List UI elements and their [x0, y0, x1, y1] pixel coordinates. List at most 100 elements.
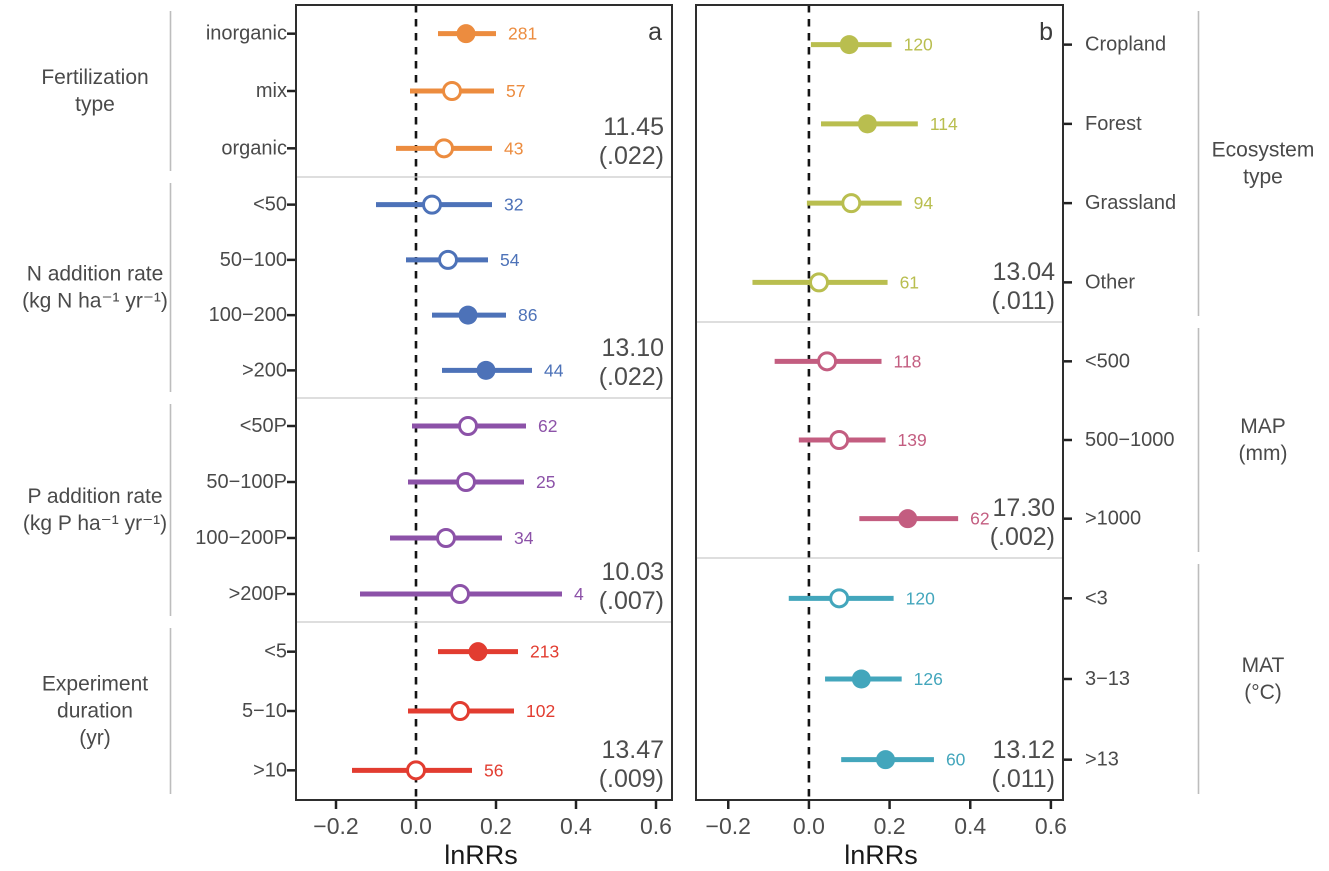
sample-size-label: 102 — [526, 701, 555, 721]
mean-point-filled — [468, 642, 488, 662]
group-label: MAP — [1240, 415, 1286, 438]
mean-point-open — [422, 194, 442, 215]
forest-row: 118 <500 — [774, 350, 1130, 372]
row-category-label: >1000 — [1085, 508, 1141, 530]
mean-point-open — [456, 472, 476, 492]
forest-row: 60 >13 — [841, 749, 1119, 771]
heterogeneity-stat-pvalue: (.011) — [992, 287, 1055, 315]
moderator-section: 120 Cropland 114 Forest 94 Grassland 61 Other Ec… — [752, 11, 1314, 316]
moderator-section: 118 <500 139 500−1000 62 >1000 MAP (mm) 17.30(.0… — [774, 328, 1287, 552]
x-axis-title: lnRRs — [444, 840, 518, 870]
heterogeneity-stat-value: 17.30 — [992, 494, 1055, 522]
heterogeneity-stat-value: 13.10 — [601, 334, 664, 362]
sample-size-label: 62 — [538, 416, 557, 436]
group-label: P addition rate — [27, 485, 162, 508]
x-tick-label: 0.4 — [560, 813, 592, 839]
heterogeneity-stat-value: 13.04 — [992, 258, 1055, 286]
moderator-section: 120 <3 126 3−13 60 >13 MAT (°C) 13.12(.011) — [788, 564, 1285, 794]
forest-row: 281 inorganic — [206, 23, 537, 45]
sample-size-label: 61 — [900, 272, 919, 292]
row-category-label: 500−1000 — [1085, 429, 1175, 451]
mean-point-open — [406, 760, 426, 781]
sample-size-label: 120 — [906, 588, 935, 608]
forest-row: 139 500−1000 — [798, 429, 1175, 451]
group-label: Fertilization — [41, 66, 148, 89]
mean-point-open — [434, 138, 454, 159]
forest-row: 25 50−100P — [206, 471, 555, 493]
x-tick-label: 0.6 — [640, 813, 672, 839]
sample-size-label: 126 — [914, 669, 943, 689]
sample-size-label: 120 — [904, 35, 933, 55]
heterogeneity-stat-pvalue: (.007) — [599, 587, 664, 615]
row-category-label: <50 — [253, 194, 287, 216]
x-tick-label: 0.0 — [400, 813, 432, 839]
forest-row: 34 100−200P — [195, 527, 533, 549]
group-label: N addition rate — [27, 263, 164, 286]
row-category-label: 3−13 — [1085, 668, 1130, 690]
sample-size-label: 118 — [894, 351, 922, 371]
forest-row: 213 <5 — [264, 641, 559, 663]
heterogeneity-stat-pvalue: (.002) — [990, 523, 1055, 551]
mean-point-open — [458, 416, 478, 436]
forest-row: 57 mix — [256, 80, 526, 102]
mean-point-filled — [456, 24, 476, 44]
forest-row: 120 <3 — [788, 587, 1108, 609]
sample-size-label: 281 — [508, 24, 537, 44]
mean-point-filled — [876, 750, 896, 770]
group-label: (yr) — [79, 727, 110, 750]
row-category-label: <500 — [1085, 350, 1130, 372]
row-category-label: <3 — [1085, 587, 1108, 609]
sample-size-label: 213 — [530, 642, 559, 662]
row-category-label: 100−200P — [195, 527, 287, 549]
moderator-section: 62 <50P 25 50−100P 34 100−200P 4 >200P P additio… — [23, 404, 664, 616]
panel-b: 120 Cropland 114 Forest 94 Grassland 61 Other Ec… — [695, 4, 1314, 870]
sample-size-label: 62 — [970, 509, 989, 529]
forest-row: 120 Cropland — [810, 34, 1166, 56]
x-tick-label: 0.0 — [793, 813, 825, 839]
sample-size-label: 25 — [536, 472, 555, 492]
sample-size-label: 86 — [518, 305, 537, 325]
row-category-label: 5−10 — [242, 700, 287, 722]
row-category-label: >200 — [242, 359, 287, 381]
forest-row: 44 >200 — [242, 359, 564, 381]
mean-point-open — [450, 701, 470, 721]
x-tick-label: 0.2 — [874, 813, 906, 839]
sample-size-label: 4 — [574, 584, 584, 604]
row-category-label: inorganic — [206, 23, 287, 45]
sample-size-label: 139 — [898, 430, 927, 450]
group-label: type — [1243, 166, 1283, 189]
row-category-label: Cropland — [1085, 34, 1166, 56]
row-category-label: >200P — [229, 583, 287, 605]
sample-size-label: 57 — [506, 81, 525, 101]
row-category-label: 50−100P — [206, 471, 287, 493]
x-tick-label: −0.2 — [706, 813, 751, 839]
mean-point-open — [442, 81, 462, 101]
row-category-label: <50P — [240, 415, 287, 437]
sample-size-label: 114 — [930, 114, 958, 134]
forest-row: 126 3−13 — [825, 668, 1130, 690]
mean-point-open — [450, 584, 470, 604]
group-label: duration — [57, 700, 133, 723]
sample-size-label: 44 — [544, 360, 564, 380]
group-label: (kg P ha⁻¹ yr⁻¹) — [23, 512, 167, 535]
heterogeneity-stat-pvalue: (.011) — [992, 765, 1055, 793]
group-label: type — [75, 93, 115, 116]
forest-row: 61 Other — [752, 271, 1135, 293]
sample-size-label: 34 — [514, 528, 534, 548]
x-tick-label: −0.2 — [313, 813, 358, 839]
moderator-section: 281 inorganic 57 mix 43 organic Fertilization t… — [41, 11, 664, 171]
row-category-label: mix — [256, 80, 287, 102]
x-tick-label: 0.6 — [1035, 813, 1067, 839]
group-label: (°C) — [1244, 681, 1282, 704]
moderator-section: 213 <5 102 5−10 56 >10 Experiment duration (yr) 1… — [42, 628, 664, 794]
heterogeneity-stat-pvalue: (.009) — [599, 765, 664, 793]
group-label: Ecosystem — [1212, 139, 1315, 162]
sample-size-label: 60 — [946, 750, 966, 770]
panel-border — [695, 4, 1064, 801]
x-tick-label: 0.2 — [480, 813, 512, 839]
forest-row: 54 50−100 — [220, 249, 520, 271]
row-category-label: organic — [221, 137, 287, 159]
panel-border — [295, 4, 673, 801]
row-category-label: >13 — [1085, 749, 1119, 771]
